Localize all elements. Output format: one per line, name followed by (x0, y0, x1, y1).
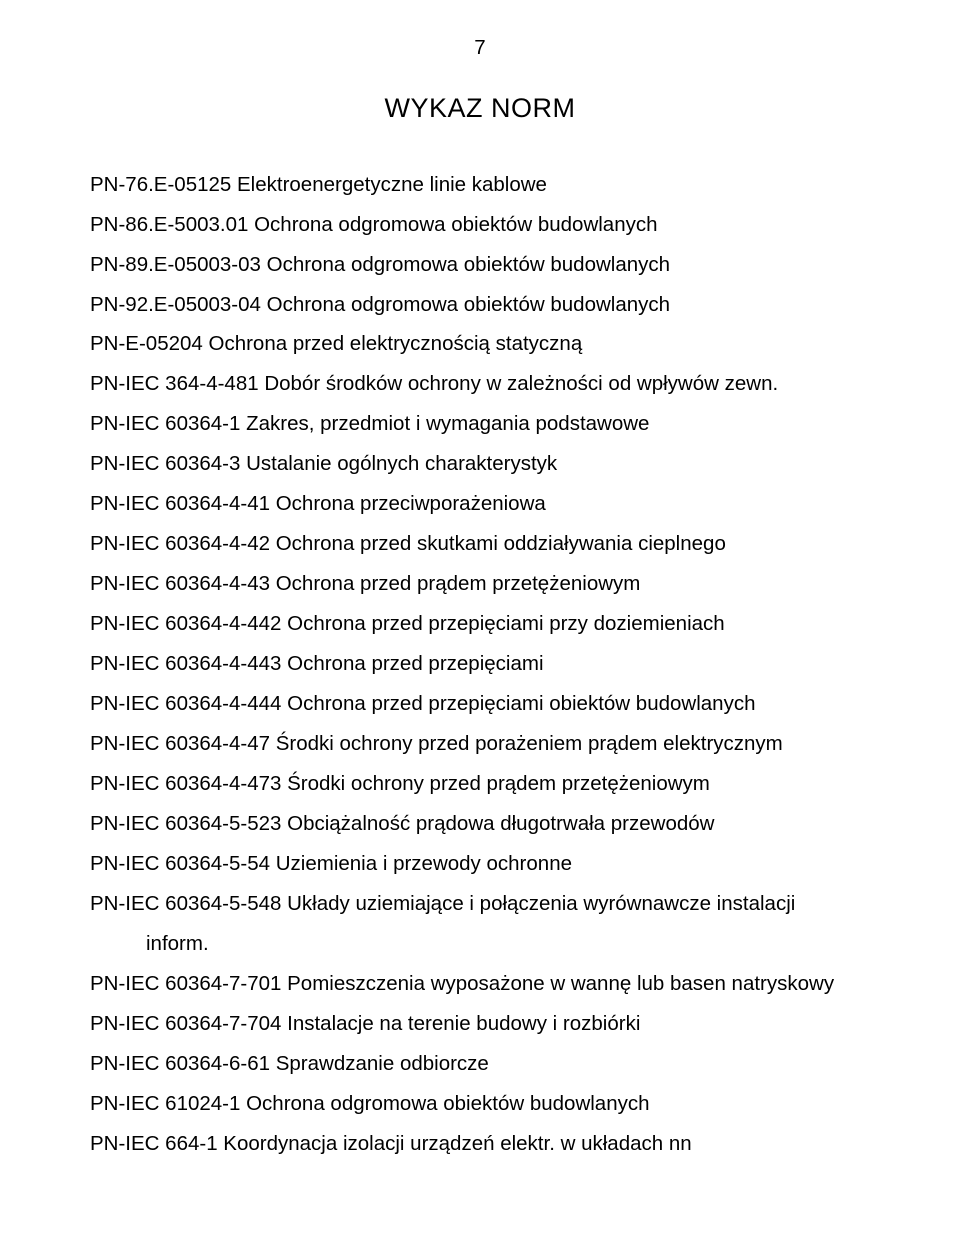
norm-entry: PN-IEC 61024-1 Ochrona odgromowa obiektó… (90, 1084, 870, 1124)
norm-entry: PN-92.E-05003-04 Ochrona odgromowa obiek… (90, 285, 870, 325)
norm-entry: PN-IEC 60364-4-473 Środki ochrony przed … (90, 764, 870, 804)
norm-entry: PN-IEC 60364-1 Zakres, przedmiot i wymag… (90, 404, 870, 444)
norm-entry: PN-IEC 60364-4-41 Ochrona przeciwporażen… (90, 484, 870, 524)
norm-entry: PN-IEC 60364-7-704 Instalacje na terenie… (90, 1004, 870, 1044)
norm-entry: PN-76.E-05125 Elektroenergetyczne linie … (90, 165, 870, 205)
norm-entry: inform. (90, 924, 870, 964)
norm-entry: PN-89.E-05003-03 Ochrona odgromowa obiek… (90, 245, 870, 285)
page-title: WYKAZ NORM (90, 82, 870, 135)
norm-entry: PN-E-05204 Ochrona przed elektrycznością… (90, 324, 870, 364)
norm-entry: PN-IEC 364-4-481 Dobór środków ochrony w… (90, 364, 870, 404)
norm-entry: PN-IEC 60364-4-444 Ochrona przed przepię… (90, 684, 870, 724)
norm-entry: PN-86.E-5003.01 Ochrona odgromowa obiekt… (90, 205, 870, 245)
norm-entry: PN-IEC 60364-4-42 Ochrona przed skutkami… (90, 524, 870, 564)
document-page: 7 WYKAZ NORM PN-76.E-05125 Elektroenerge… (0, 0, 960, 1257)
norm-entry: PN-IEC 664-1 Koordynacja izolacji urządz… (90, 1124, 870, 1164)
norm-entry: PN-IEC 60364-7-701 Pomieszczenia wyposaż… (90, 964, 870, 1004)
norm-entry: PN-IEC 60364-4-43 Ochrona przed prądem p… (90, 564, 870, 604)
norm-entry: PN-IEC 60364-6-61 Sprawdzanie odbiorcze (90, 1044, 870, 1084)
norm-entry: PN-IEC 60364-5-523 Obciążalność prądowa … (90, 804, 870, 844)
norm-entry: PN-IEC 60364-3 Ustalanie ogólnych charak… (90, 444, 870, 484)
page-number: 7 (90, 28, 870, 68)
entries-list: PN-76.E-05125 Elektroenergetyczne linie … (90, 165, 870, 1164)
norm-entry: PN-IEC 60364-4-443 Ochrona przed przepię… (90, 644, 870, 684)
norm-entry: PN-IEC 60364-5-54 Uziemienia i przewody … (90, 844, 870, 884)
norm-entry: PN-IEC 60364-4-442 Ochrona przed przepię… (90, 604, 870, 644)
norm-entry: PN-IEC 60364-5-548 Układy uziemiające i … (90, 884, 870, 924)
norm-entry: PN-IEC 60364-4-47 Środki ochrony przed p… (90, 724, 870, 764)
